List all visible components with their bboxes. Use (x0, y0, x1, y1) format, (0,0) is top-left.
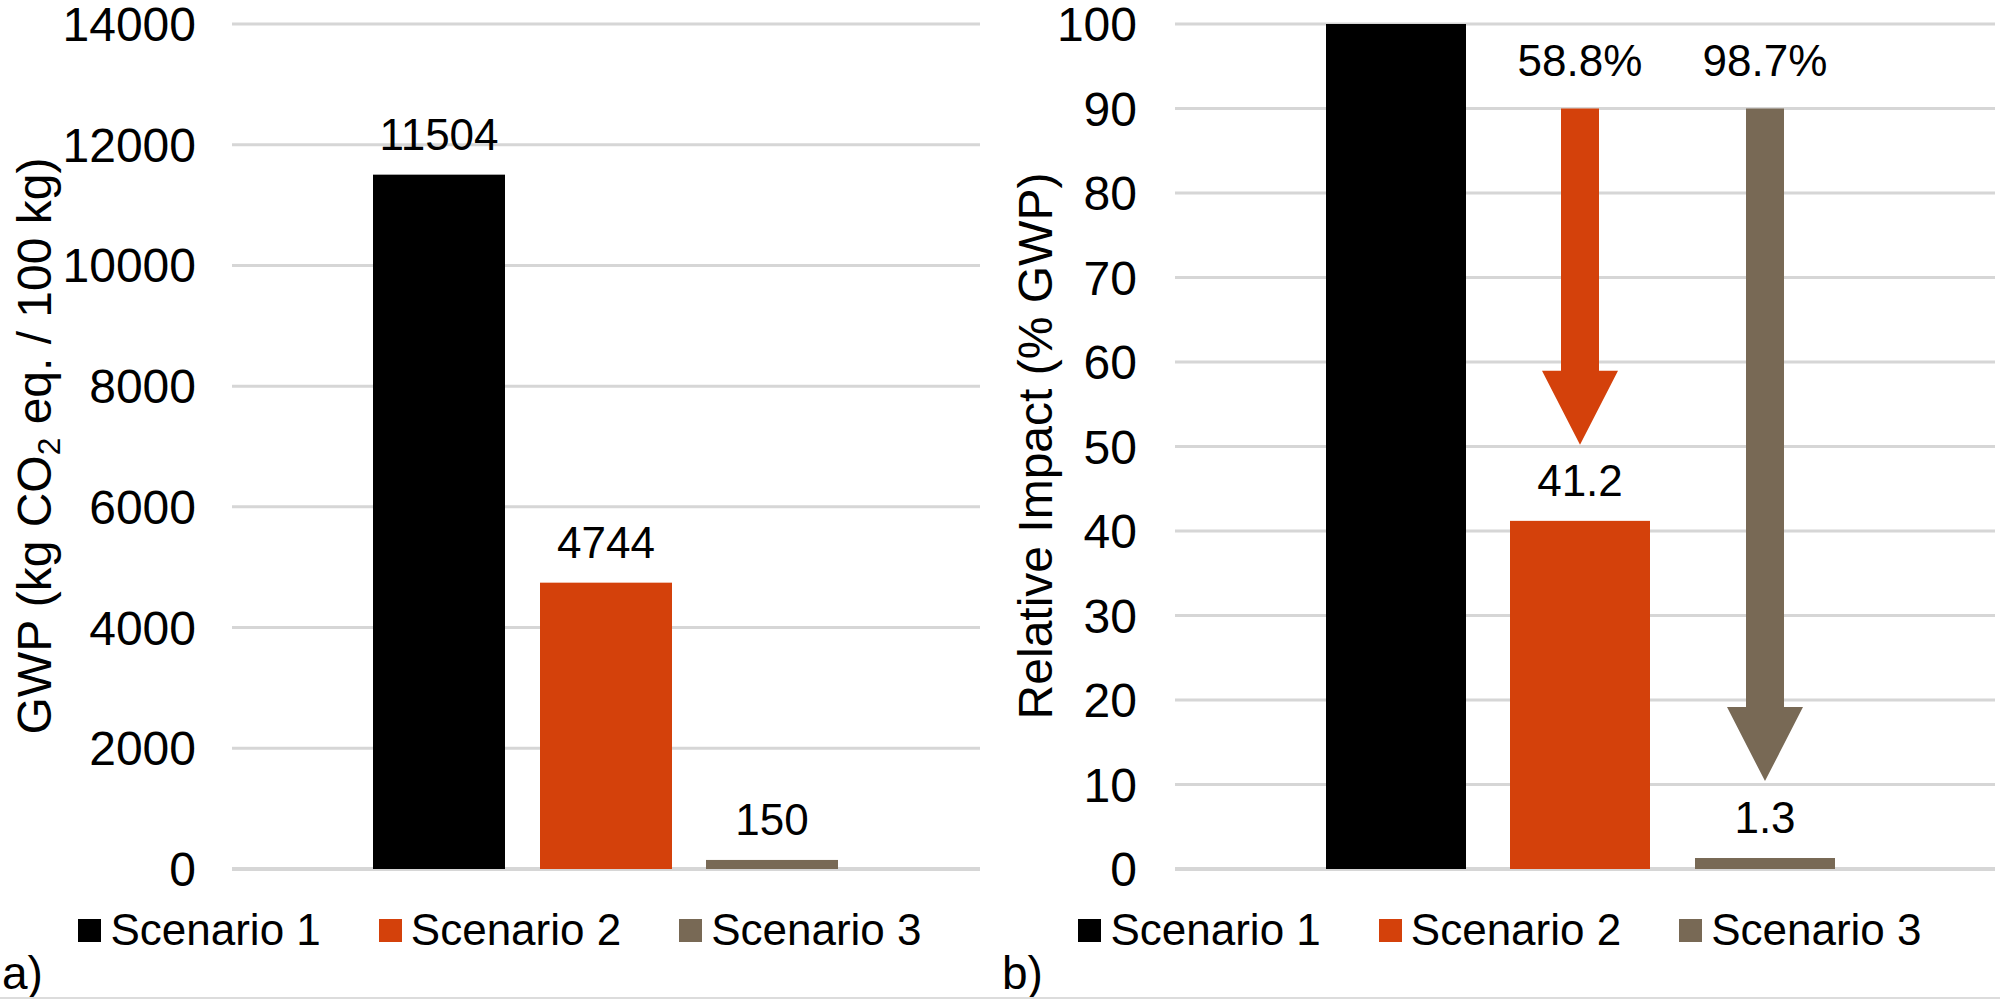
y-axis-tick-label: 70 (1084, 252, 1137, 305)
bar-value-label: 1.3 (1734, 793, 1795, 842)
bar-value-label: 4744 (557, 518, 655, 567)
y-axis-tick-label: 30 (1084, 590, 1137, 643)
legend-label: Scenario 3 (1711, 908, 1921, 952)
bar-scenario-2 (1510, 521, 1650, 869)
legend-label: Scenario 1 (110, 908, 320, 952)
legend-a: Scenario 1 Scenario 2 Scenario 3 (0, 908, 1000, 952)
y-axis-tick-label: 14000 (63, 0, 196, 51)
bar-value-label: 11504 (379, 110, 498, 159)
y-axis-tick-label: 40 (1084, 505, 1137, 558)
legend-swatch-scenario-2 (379, 919, 402, 942)
y-axis-tick-label: 20 (1084, 674, 1137, 727)
y-axis-tick-label: 60 (1084, 336, 1137, 389)
legend-item-scenario-1: Scenario 1 (1078, 908, 1320, 952)
y-axis-tick-label: 0 (1110, 843, 1137, 896)
legend-b: Scenario 1 Scenario 2 Scenario 3 (1000, 908, 2000, 952)
bar-chart-a: 0 2000 4000 6000 8000 10000 12000 14000 11504 474… (0, 0, 1000, 1001)
y-axis-tick-label: 8000 (89, 360, 196, 413)
panel-letter-b: b) (1002, 950, 1043, 996)
legend-label: Scenario 1 (1110, 908, 1320, 952)
legend-item-scenario-2: Scenario 2 (1379, 908, 1621, 952)
arrow-percent-label: 98.7% (1703, 36, 1828, 85)
figure-bottom-border (0, 997, 2000, 999)
y-axis-tick-label: 90 (1084, 83, 1137, 136)
legend-item-scenario-3: Scenario 3 (1679, 908, 1921, 952)
legend-swatch-scenario-3 (1679, 919, 1702, 942)
legend-swatch-scenario-2 (1379, 919, 1402, 942)
panel-b: Relative Impact (% GWP) 0102030405060708… (1000, 0, 2000, 1001)
legend-label: Scenario 2 (1411, 908, 1621, 952)
y-axis-tick-label: 80 (1084, 167, 1137, 220)
bar-scenario-3 (1695, 858, 1835, 869)
y-axis-tick-label: 2000 (89, 722, 196, 775)
reduction-arrow-icon (1727, 109, 1803, 782)
legend-label: Scenario 2 (411, 908, 621, 952)
y-axis-tick-label: 12000 (63, 119, 196, 172)
bar-value-label: 150 (735, 795, 808, 844)
legend-item-scenario-2: Scenario 2 (379, 908, 621, 952)
legend-swatch-scenario-3 (679, 919, 702, 942)
y-axis-tick-label: 6000 (89, 481, 196, 534)
bar-scenario-1 (373, 175, 505, 869)
y-axis-tick-label: 100 (1057, 0, 1137, 51)
y-axis-tick-label: 4000 (89, 602, 196, 655)
bar-scenario-1 (1326, 24, 1466, 869)
legend-swatch-scenario-1 (78, 919, 101, 942)
bar-scenario-2 (540, 583, 672, 869)
panel-letter-a: a) (2, 950, 43, 996)
legend-label: Scenario 3 (711, 908, 921, 952)
legend-item-scenario-1: Scenario 1 (78, 908, 320, 952)
bar-scenario-3 (706, 860, 838, 869)
y-axis-tick-label: 50 (1084, 421, 1137, 474)
panel-a: GWP (kg CO2 eq. / 100 kg) 02000400060008… (0, 0, 1000, 1001)
y-axis-tick-label: 0 (169, 843, 196, 896)
arrow-percent-label: 58.8% (1518, 36, 1643, 85)
bar-chart-b: 0 10 20 30 40 50 60 70 80 90 100 41.2 1.3 58.8% 98.7% (1000, 0, 2000, 1001)
y-axis-tick-label: 10 (1084, 759, 1137, 812)
legend-item-scenario-3: Scenario 3 (679, 908, 921, 952)
bar-value-label: 41.2 (1537, 456, 1623, 505)
y-axis-tick-label: 10000 (63, 239, 196, 292)
legend-swatch-scenario-1 (1078, 919, 1101, 942)
